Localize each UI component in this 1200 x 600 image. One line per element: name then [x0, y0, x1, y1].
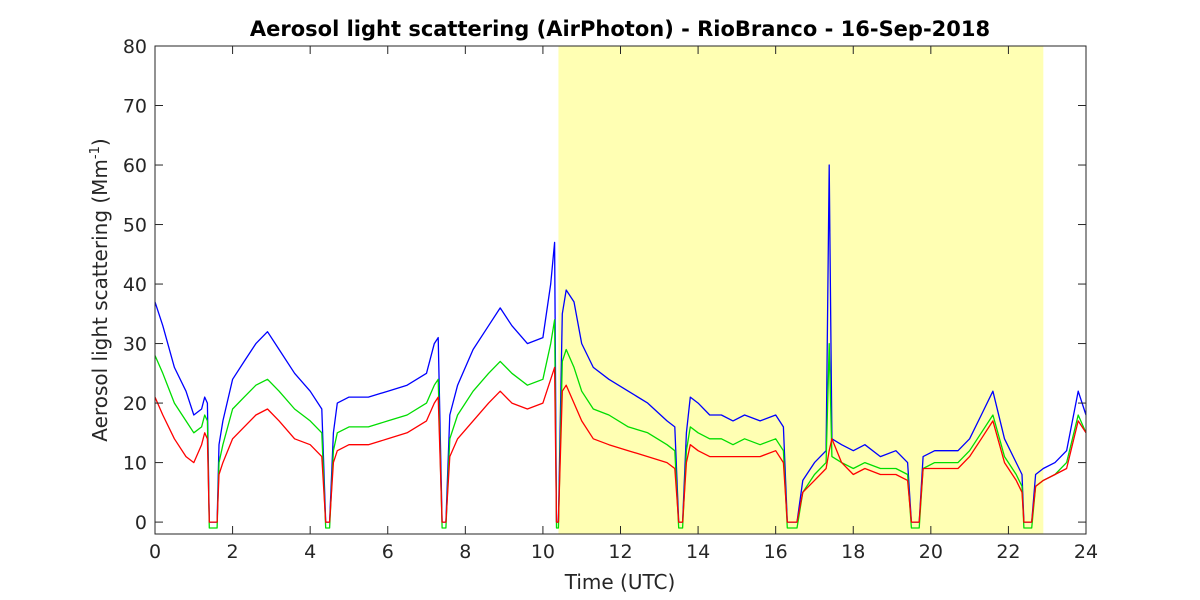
- y-tick-label: 40: [123, 274, 147, 296]
- x-tick-label: 22: [996, 541, 1020, 563]
- x-tick-label: 24: [1074, 541, 1098, 563]
- y-tick-label: 10: [123, 453, 147, 475]
- y-axis-label-exponent: -1: [88, 146, 103, 159]
- x-tick-label: 18: [841, 541, 865, 563]
- x-tick-label: 16: [764, 541, 788, 563]
- series-line-3: [154, 366, 1087, 523]
- y-tick-label: 80: [123, 36, 147, 58]
- series-line-2: [154, 319, 1087, 529]
- daylight-shading: [558, 46, 1044, 534]
- x-tick-label: 4: [304, 541, 316, 563]
- daylight-region-layer: [558, 46, 1044, 534]
- x-tick-label: 12: [608, 541, 632, 563]
- y-axis-label-main: Aerosol light scattering (Mm: [88, 159, 112, 442]
- x-tick-label: 6: [382, 541, 394, 563]
- series-line-1: [154, 164, 1087, 523]
- x-axis-label: Time (UTC): [564, 570, 676, 594]
- y-axis-label-close: ): [88, 138, 112, 146]
- y-axis-label: Aerosol light scattering (Mm-1): [88, 138, 112, 441]
- x-tick-label: 0: [149, 541, 161, 563]
- x-tick-label: 14: [686, 541, 710, 563]
- chart-title: Aerosol light scattering (AirPhoton) - R…: [250, 17, 990, 41]
- y-tick-label: 30: [123, 334, 147, 356]
- y-tick-label: 20: [123, 393, 147, 415]
- y-tick-label: 60: [123, 155, 147, 177]
- x-tick-label: 20: [919, 541, 943, 563]
- y-tick-label: 50: [123, 215, 147, 237]
- series-layer: [154, 164, 1087, 529]
- y-tick-label: 70: [123, 96, 147, 118]
- y-tick-label: 0: [135, 512, 147, 534]
- x-tick-label: 2: [227, 541, 239, 563]
- x-tick-label: 10: [531, 541, 555, 563]
- x-tick-label: 8: [459, 541, 471, 563]
